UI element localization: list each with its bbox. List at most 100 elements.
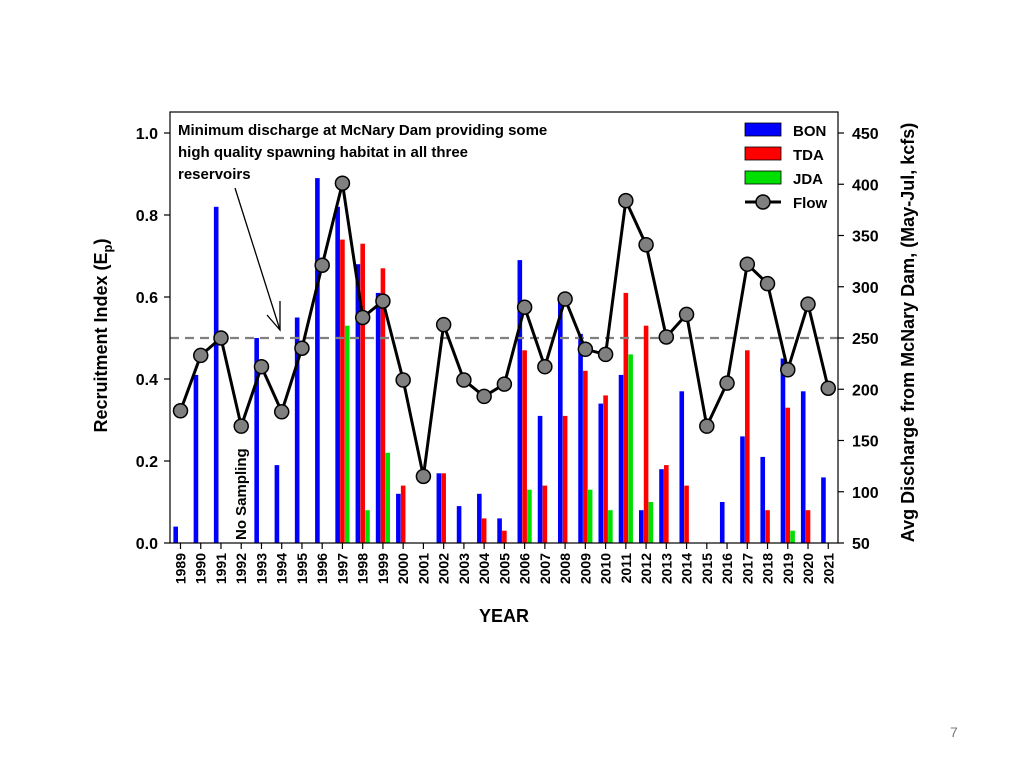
x-tick-label: 1991 xyxy=(213,553,229,584)
bar-tda-2006 xyxy=(522,350,527,543)
y-axis-title-close: ) xyxy=(91,239,111,245)
x-tick-label: 2004 xyxy=(476,553,492,584)
x-tick-label: 1993 xyxy=(253,553,269,584)
flow-point-2015 xyxy=(699,418,715,434)
bar-bon-1990 xyxy=(193,374,199,543)
bar-bon-1991 xyxy=(213,206,219,544)
x-tick-label: 2017 xyxy=(739,553,755,584)
bar-jda-2010 xyxy=(608,510,613,543)
x-tick-label: 1989 xyxy=(173,553,189,584)
bar-tda-1999 xyxy=(380,268,386,543)
flow-point-2001 xyxy=(415,468,432,485)
x-tick-label: 1994 xyxy=(274,553,290,584)
flow-markers xyxy=(172,175,837,485)
bar-jda-2011 xyxy=(628,354,633,543)
x-tick-label: 2002 xyxy=(436,553,452,584)
flow-point-2013 xyxy=(658,329,675,345)
flow-point-2012 xyxy=(638,236,654,253)
x-tick-label: 1999 xyxy=(375,553,391,584)
bar-bon-2004 xyxy=(477,493,482,543)
annotation-line-2: high quality spawning habitat in all thr… xyxy=(178,144,468,161)
flow-point-2018 xyxy=(759,275,776,292)
bar-bon-2003 xyxy=(456,506,462,543)
legend: BON TDA JDA Flow xyxy=(744,122,827,212)
legend-swatch-tda xyxy=(744,146,782,161)
left-axis: 0.0 0.2 0.4 0.6 0.8 1.0 xyxy=(136,126,170,553)
bar-tda-2005 xyxy=(502,530,507,543)
x-tick-label: 1992 xyxy=(233,553,249,584)
bar-tda-1997 xyxy=(340,239,345,543)
flow-point-2009 xyxy=(577,341,594,358)
bar-bon-2000 xyxy=(396,493,401,543)
flow-point-2004 xyxy=(476,388,492,405)
bar-bon-2014 xyxy=(679,391,685,543)
bar-tda-2017 xyxy=(744,350,750,543)
bar-jda-1999 xyxy=(385,452,391,543)
legend-label-flow: Flow xyxy=(793,195,827,212)
y2-tick-label: 50 xyxy=(852,536,870,553)
flow-point-2002 xyxy=(435,316,452,333)
bar-bon-2013 xyxy=(659,469,664,543)
flow-point-2021 xyxy=(820,380,837,396)
y-tick-label: 0.6 xyxy=(136,290,158,307)
x-tick-label: 2003 xyxy=(456,553,472,584)
bar-bon-2007 xyxy=(537,415,543,543)
bar-tda-2018 xyxy=(765,510,770,543)
flow-point-2006 xyxy=(516,299,533,315)
page-number: 7 xyxy=(950,724,958,740)
x-tick-label: 2001 xyxy=(415,553,431,584)
flow-point-1990 xyxy=(192,347,209,364)
flow-point-1993 xyxy=(253,358,270,375)
flow-point-2020 xyxy=(800,296,816,312)
bar-bon-2020 xyxy=(800,391,806,543)
bar-bon-1997 xyxy=(335,206,340,544)
x-tick-label: 1995 xyxy=(294,553,310,584)
flow-point-1998 xyxy=(354,309,371,326)
bar-tda-2007 xyxy=(542,485,548,543)
bar-jda-2012 xyxy=(648,502,654,543)
bar-bon-1994 xyxy=(274,465,280,543)
x-tick-label: 2016 xyxy=(719,553,735,584)
x-tick-label: 1998 xyxy=(355,553,371,584)
annotation-arrowhead xyxy=(266,301,281,332)
flow-point-1991 xyxy=(213,330,229,346)
bar-jda-2009 xyxy=(587,489,593,543)
bar-bon-1998 xyxy=(355,264,361,543)
flow-line xyxy=(179,182,830,477)
y-tick-label: 0.2 xyxy=(136,454,158,471)
flow-point-2011 xyxy=(618,192,634,209)
flow-point-1994 xyxy=(273,404,290,420)
flow-point-2008 xyxy=(557,291,573,307)
flow-point-2019 xyxy=(780,362,796,378)
x-axis: 1989 1990 1991 1992 1993 1994 1995 1996 1997 1998… xyxy=(173,543,836,584)
flow-point-2005 xyxy=(496,376,513,392)
flow-point-2000 xyxy=(395,372,411,388)
bar-bon-2008 xyxy=(558,297,563,543)
legend-label-jda: JDA xyxy=(793,171,823,188)
legend-swatch-jda xyxy=(744,170,782,185)
x-tick-label: 1990 xyxy=(193,553,209,584)
bar-bon-2012 xyxy=(638,510,644,543)
x-tick-label: 1996 xyxy=(314,553,330,584)
x-tick-label: 2011 xyxy=(618,553,634,584)
bar-bon-2018 xyxy=(760,456,766,543)
legend-marker-flow xyxy=(755,194,771,210)
x-tick-label: 1997 xyxy=(334,553,350,584)
bar-bon-2006 xyxy=(517,260,523,543)
legend-label-bon: BON xyxy=(793,123,826,140)
y-tick-label: 0.8 xyxy=(136,208,158,225)
bar-bon-1995 xyxy=(294,317,300,543)
bar-bon-1993 xyxy=(254,338,259,543)
bar-tda-2019 xyxy=(785,407,791,543)
annotation-line-3: reservoirs xyxy=(178,166,251,183)
y-tick-label: 1.0 xyxy=(136,126,158,143)
bar-tda-2009 xyxy=(583,370,588,543)
y2-tick-label: 250 xyxy=(852,331,879,348)
legend-label-tda: TDA xyxy=(793,147,824,164)
bar-tda-2004 xyxy=(481,518,487,543)
bar-bon-2021 xyxy=(821,477,826,543)
flow-point-2003 xyxy=(456,372,472,388)
bar-tda-2011 xyxy=(623,292,629,543)
bar-bon-2002 xyxy=(436,473,442,543)
